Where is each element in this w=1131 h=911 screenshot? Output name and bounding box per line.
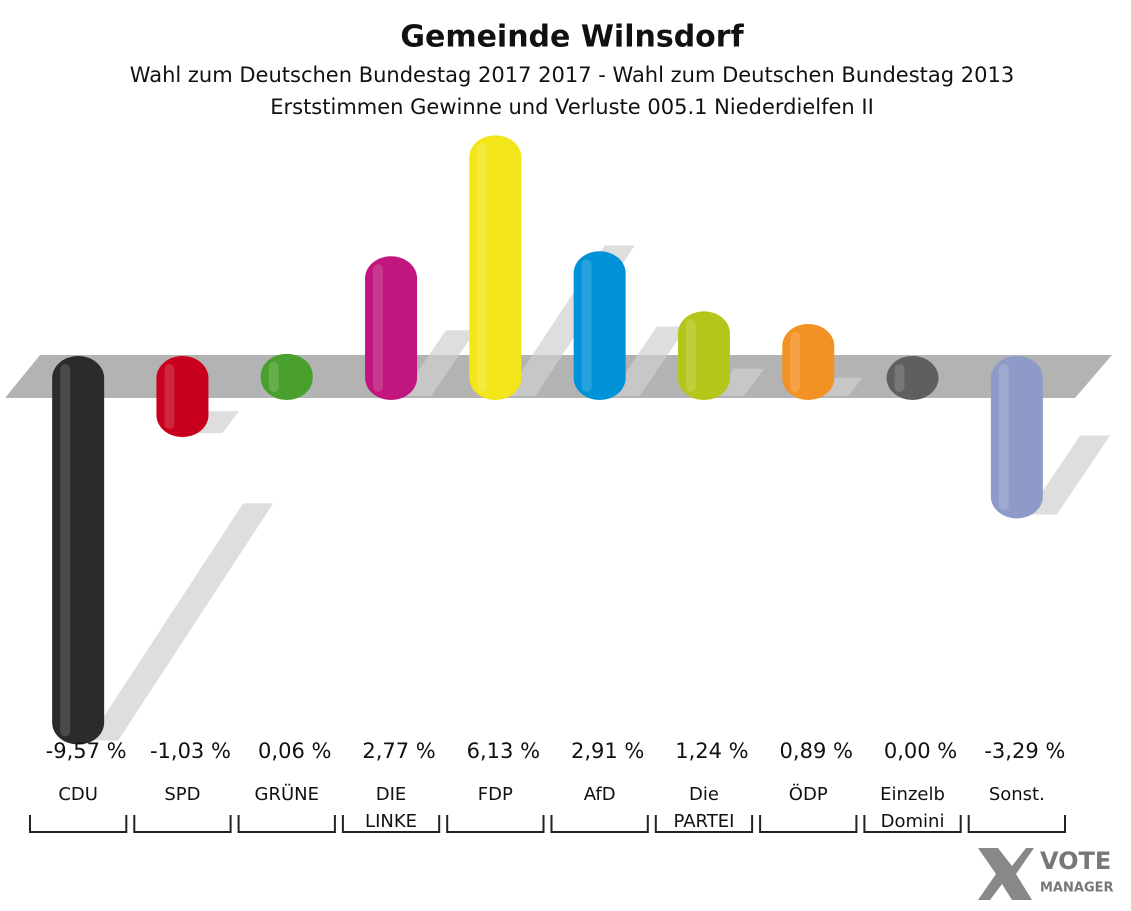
value-label: 0,06 % [258,739,331,763]
bar [260,353,313,400]
x-tick-label: AfD [584,784,616,805]
x-tick-label: Die PARTEI [674,784,735,832]
category-bracket [654,815,754,833]
category-bracket [341,815,441,833]
category-bracket [237,815,336,833]
bar-shadow [609,326,687,396]
bar-shadow [88,503,274,741]
x-tick-label: DIE LINKE [365,784,417,832]
value-label: 1,24 % [675,739,748,763]
bar-shadow [1026,435,1111,515]
bar-highlight [790,331,801,392]
logo: VOTE MANAGER [978,847,1114,900]
bar-highlight [60,364,71,737]
x-tick-label-line: DIE [376,784,407,805]
x-tick-label: SPD [164,784,200,805]
value-label: 2,91 % [571,739,644,763]
x-tick-label-line: PARTEI [674,811,735,832]
bar [886,356,939,400]
x-tick-label: FDP [478,784,513,805]
bar-highlight [998,364,1009,511]
bar [990,356,1043,519]
bar-highlight [164,364,175,430]
bar-shadow [401,330,476,396]
bar [469,135,522,400]
chart-subtitle: Erststimmen Gewinne und Verluste 005.1 N… [270,95,874,119]
category-bracket [446,815,545,833]
category-bracket [967,815,1066,833]
chart-subtitle: Wahl zum Deutschen Bundestag 2017 2017 -… [130,63,1014,87]
bar-shadow [713,368,765,396]
value-label: -3,29 % [984,739,1065,763]
bar-highlight [685,319,696,392]
category-bracket [29,815,128,833]
x-tick-label: Sonst. [989,784,1045,805]
bar [365,256,418,400]
bar-highlight [894,364,905,392]
category-bracket [133,815,232,833]
bar-highlight [581,259,592,392]
x-tick-label-line: Einzelb [880,784,945,805]
logo-text: MANAGER [1040,881,1114,896]
value-label: 6,13 % [467,739,540,763]
category-bracket [863,815,962,833]
x-tick-label-line: LINKE [365,811,417,832]
bar [782,323,835,400]
logo-mark [978,848,1034,900]
value-label: -1,03 % [150,739,231,763]
value-label: 0,89 % [780,739,853,763]
x-tick-label-line: Die [689,784,719,805]
category-bracket [550,815,649,833]
x-tick-label: CDU [58,784,98,805]
x-tick-label: GRÜNE [255,783,319,805]
chart-title: Gemeinde Wilnsdorf [400,20,744,55]
category-bracket [759,815,858,833]
value-label: 2,77 % [362,739,435,763]
bar-highlight [373,264,384,392]
bar [156,356,209,438]
x-tick-label-line: Domini [881,811,945,832]
bar [677,311,730,400]
logo-text: VOTE [1040,847,1111,875]
bar [52,356,105,745]
bar-shadow [192,411,240,434]
bar [573,251,626,400]
x-tick-label: Einzelb Domini [880,784,945,832]
value-label: 0,00 % [884,739,957,763]
value-label: -9,57 % [46,739,127,763]
bar-highlight [268,361,279,392]
x-tick-label: ÖDP [789,783,828,805]
bar-highlight [477,143,488,392]
